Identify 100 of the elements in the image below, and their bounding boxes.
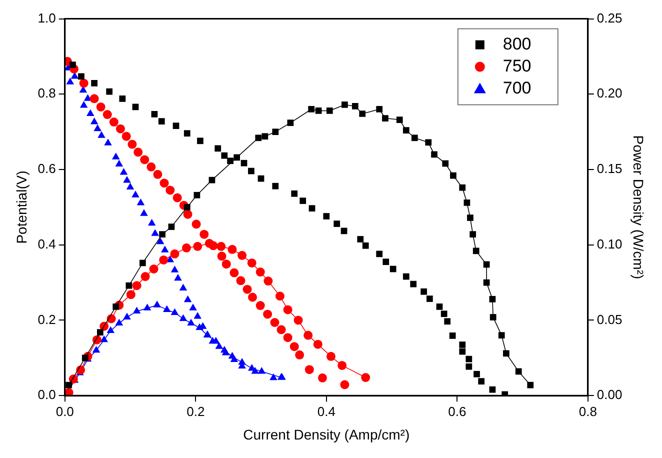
- point: [466, 363, 472, 370]
- point: [66, 78, 74, 84]
- point: [382, 258, 390, 266]
- x-tick-label: 0.0: [56, 404, 74, 419]
- point: [170, 308, 179, 315]
- point: [515, 368, 522, 375]
- point: [431, 151, 438, 158]
- point: [140, 209, 148, 216]
- y-tick-label: 0.4: [38, 236, 56, 252]
- point: [323, 213, 330, 220]
- point: [262, 133, 268, 140]
- point: [64, 388, 74, 396]
- point: [86, 109, 94, 116]
- point: [96, 329, 104, 336]
- point: [193, 242, 202, 251]
- y-tick-label: 0.0: [38, 387, 56, 402]
- point: [174, 274, 182, 281]
- point: [197, 138, 204, 144]
- point: [179, 314, 188, 321]
- point: [472, 248, 480, 254]
- point: [104, 138, 112, 146]
- point: [192, 220, 201, 229]
- point: [194, 192, 200, 198]
- point: [300, 198, 306, 204]
- point: [115, 160, 124, 166]
- point: [466, 356, 472, 362]
- y2-tick-label: 0.10: [596, 236, 622, 252]
- x-tick-label: 0.6: [448, 404, 466, 419]
- point: [361, 373, 370, 382]
- point: [90, 118, 98, 124]
- point: [222, 348, 230, 356]
- point: [109, 118, 118, 127]
- point: [338, 360, 347, 370]
- point: [442, 160, 449, 167]
- point: [256, 301, 265, 310]
- point: [502, 350, 510, 357]
- x-tick-label: 0.4: [317, 404, 336, 419]
- point: [459, 348, 466, 355]
- point: [326, 352, 336, 361]
- point: [183, 210, 192, 219]
- point: [376, 250, 383, 258]
- point: [123, 176, 131, 183]
- y-tick-label: 1.0: [38, 10, 56, 26]
- point: [146, 162, 156, 172]
- point: [216, 242, 226, 251]
- point: [106, 88, 113, 95]
- point: [318, 373, 327, 382]
- point: [242, 284, 252, 294]
- point: [459, 184, 466, 191]
- point: [170, 249, 180, 258]
- point: [450, 172, 456, 179]
- point: [112, 152, 120, 160]
- point: [240, 160, 248, 166]
- point: [161, 246, 169, 252]
- point: [172, 122, 180, 129]
- point: [166, 186, 175, 195]
- point: [425, 139, 432, 146]
- point: [308, 106, 315, 112]
- point: [128, 140, 137, 149]
- point: [396, 116, 403, 123]
- point: [402, 127, 410, 134]
- point: [248, 168, 254, 174]
- point: [221, 152, 228, 159]
- point: [187, 318, 195, 326]
- point: [352, 103, 358, 110]
- point: [66, 382, 72, 388]
- point: [489, 296, 496, 302]
- legend-label: 750: [502, 56, 532, 76]
- point: [158, 118, 165, 124]
- point: [92, 346, 100, 353]
- x-axis-title: Current Density (Amp/cm²): [243, 426, 410, 442]
- point: [490, 314, 496, 320]
- point: [294, 316, 303, 325]
- y-axis-title: Potential(V): [13, 170, 30, 244]
- point: [227, 158, 234, 164]
- point: [115, 318, 124, 326]
- point: [264, 276, 273, 286]
- point: [132, 190, 140, 198]
- point: [474, 370, 480, 378]
- point: [411, 134, 418, 142]
- point: [151, 229, 159, 236]
- point: [119, 96, 126, 102]
- point: [426, 296, 433, 302]
- point: [390, 266, 396, 272]
- point: [340, 380, 350, 390]
- y-tick-label: 0.6: [38, 161, 56, 176]
- point: [153, 170, 162, 179]
- point: [270, 318, 280, 327]
- point: [251, 366, 260, 374]
- point: [247, 258, 256, 268]
- point: [116, 124, 125, 134]
- point: [184, 204, 190, 210]
- point: [258, 366, 266, 374]
- point: [410, 280, 417, 288]
- point: [467, 214, 474, 221]
- point: [168, 224, 175, 230]
- point: [79, 78, 88, 88]
- point: [132, 306, 141, 314]
- point: [82, 354, 88, 362]
- point: [304, 330, 313, 340]
